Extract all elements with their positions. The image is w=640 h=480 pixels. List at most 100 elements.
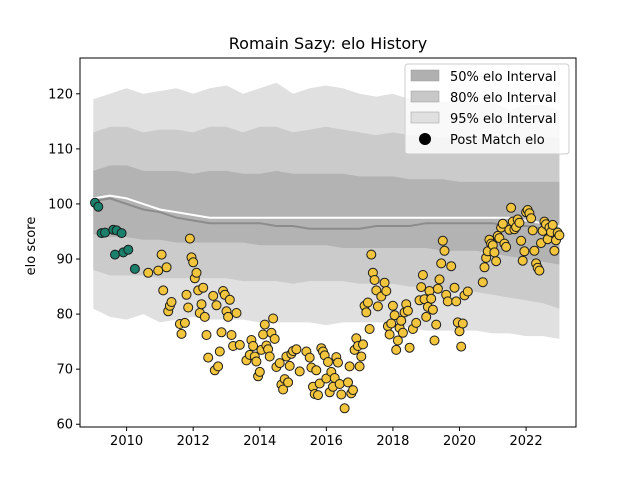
post-match-point bbox=[166, 297, 177, 307]
post-match-point bbox=[110, 249, 120, 260]
post-match-point bbox=[479, 262, 490, 273]
post-match-point bbox=[362, 297, 373, 308]
post-match-point bbox=[188, 257, 199, 268]
mean-line bbox=[93, 194, 560, 227]
y-tick-label: 80 bbox=[56, 308, 73, 323]
post-match-point bbox=[397, 327, 408, 338]
trend-lines bbox=[93, 194, 560, 233]
legend-box bbox=[404, 63, 570, 155]
post-match-point bbox=[354, 361, 365, 372]
post-match-point bbox=[427, 304, 438, 315]
post-match-point bbox=[451, 296, 462, 307]
post-match-point bbox=[208, 290, 219, 301]
post-match-point bbox=[184, 233, 195, 244]
legend-marker bbox=[419, 133, 431, 145]
post-match-point bbox=[348, 385, 358, 396]
legend-label: 50% elo Interval bbox=[450, 70, 557, 85]
y-tick-label: 120 bbox=[48, 87, 73, 102]
post-match-point bbox=[431, 319, 442, 330]
post-match-point bbox=[477, 277, 488, 288]
post-match-point bbox=[234, 339, 245, 350]
post-match-point bbox=[411, 317, 422, 328]
y-tick-label: 100 bbox=[48, 197, 73, 212]
x-tick-label: 2018 bbox=[376, 434, 409, 449]
post-match-point bbox=[516, 235, 527, 246]
post-match-point bbox=[364, 324, 375, 334]
post-match-point bbox=[343, 377, 353, 388]
y-tick-label: 90 bbox=[56, 253, 73, 268]
post-match-point bbox=[153, 265, 164, 276]
post-match-point bbox=[333, 357, 343, 368]
post-match-point bbox=[304, 352, 315, 363]
post-match-point bbox=[179, 317, 190, 328]
post-match-point bbox=[497, 218, 508, 229]
post-match-point bbox=[517, 255, 528, 266]
x-tick-label: 2020 bbox=[443, 434, 476, 449]
post-match-point bbox=[336, 389, 347, 400]
post-match-point bbox=[248, 341, 259, 351]
post-match-point bbox=[462, 286, 473, 297]
post-match-point bbox=[554, 230, 565, 241]
post-match-point bbox=[421, 311, 432, 322]
post-match-point bbox=[456, 341, 467, 352]
plot-area-frame bbox=[79, 57, 577, 428]
post-match-point bbox=[514, 217, 525, 228]
post-match-point bbox=[344, 361, 355, 372]
post-match-point bbox=[196, 299, 207, 310]
post-match-point bbox=[274, 358, 285, 369]
legend-swatch bbox=[410, 69, 440, 82]
post-match-point bbox=[391, 344, 402, 355]
post-match-point bbox=[183, 302, 194, 313]
post-match-point bbox=[223, 311, 234, 322]
post-match-point bbox=[264, 351, 275, 362]
post-match-point bbox=[429, 335, 440, 346]
post-match-point bbox=[213, 361, 224, 372]
post-match-point bbox=[366, 249, 377, 260]
post-match-point bbox=[416, 282, 427, 293]
post-match-point bbox=[339, 403, 350, 414]
post-match-point bbox=[402, 305, 413, 316]
post-match-point bbox=[251, 356, 262, 367]
post-match-point bbox=[387, 300, 398, 311]
post-match-point bbox=[369, 275, 380, 285]
post-match-point bbox=[214, 346, 225, 357]
legend-label: 80% elo Interval bbox=[450, 91, 557, 106]
post-match-point bbox=[294, 366, 305, 377]
post-match-point bbox=[534, 265, 545, 276]
post-match-point bbox=[211, 300, 222, 311]
post-match-point bbox=[258, 329, 269, 340]
post-match-point bbox=[313, 390, 323, 401]
x-axis-ticks: 2010 2012 2014 2016 2018 2020 2022 bbox=[110, 427, 543, 449]
post-match-point bbox=[417, 270, 428, 280]
post-match-point bbox=[191, 267, 202, 278]
y-tick-label: 110 bbox=[48, 142, 73, 157]
post-match-point bbox=[489, 247, 500, 258]
post-match-point bbox=[389, 310, 400, 321]
post-match-point bbox=[404, 342, 415, 353]
x-tick-label: 2022 bbox=[510, 434, 543, 449]
post-match-point bbox=[123, 244, 134, 255]
post-match-point bbox=[358, 339, 368, 350]
post-match-point bbox=[143, 267, 154, 278]
post-match-point bbox=[116, 228, 127, 239]
post-match-point bbox=[442, 296, 453, 307]
post-match-point bbox=[519, 246, 530, 257]
post-match-point bbox=[527, 225, 538, 236]
post-match-point bbox=[129, 263, 140, 274]
post-match-point bbox=[201, 330, 212, 340]
post-match-point bbox=[176, 328, 187, 339]
post-match-point bbox=[259, 319, 270, 330]
post-match-point bbox=[426, 293, 437, 304]
post-match-point bbox=[226, 330, 237, 340]
post-match-point bbox=[284, 360, 295, 371]
y-tick-label: 60 bbox=[56, 418, 73, 433]
post-match-point bbox=[381, 286, 392, 296]
legend-swatch bbox=[410, 90, 440, 103]
post-match-point bbox=[198, 282, 209, 293]
y-tick-label: 70 bbox=[56, 363, 73, 378]
post-match-point bbox=[379, 277, 390, 288]
chart-title: Romain Sazy: elo History bbox=[229, 34, 427, 53]
post-match-point bbox=[224, 294, 235, 305]
post-match-point bbox=[434, 274, 445, 285]
